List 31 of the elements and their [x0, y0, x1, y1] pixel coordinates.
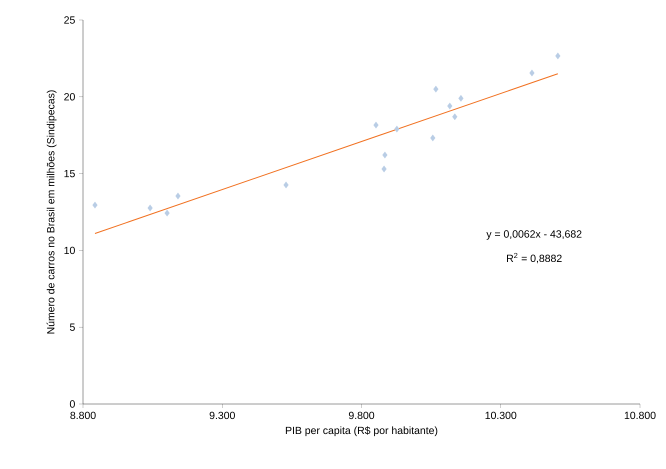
- x-tick-label: 9.800: [348, 412, 374, 420]
- point: [382, 152, 388, 158]
- point: [458, 94, 464, 102]
- point: [92, 202, 98, 208]
- y-axis-title: Número de carros no Brasil em milhões (Sindipecas): [46, 90, 57, 334]
- y-tick-label: 20: [64, 93, 75, 101]
- point: [381, 166, 387, 172]
- y-tick-label: 15: [64, 170, 75, 178]
- point: [452, 113, 458, 120]
- point: [430, 134, 436, 142]
- point: [433, 86, 438, 93]
- point: [529, 70, 535, 76]
- point: [175, 192, 181, 200]
- point: [555, 52, 560, 60]
- annotation: R$^{2}$ = 0,8882: [507, 252, 562, 264]
- point: [447, 102, 452, 110]
- y-tick-label: 5: [70, 324, 75, 331]
- y-tick-label: 25: [64, 16, 75, 24]
- point: [373, 122, 379, 128]
- y-tick-label: 0: [70, 400, 75, 408]
- y-tick-label: 10: [64, 246, 75, 254]
- point: [394, 126, 400, 132]
- x-tick-label: 10.300: [486, 412, 516, 420]
- x-tick-label: 8.800: [70, 412, 96, 420]
- annotation: y = 0,0062x - 43,682: [486, 230, 582, 240]
- point: [164, 210, 170, 216]
- point: [283, 182, 289, 188]
- x-tick-label: 10.800: [624, 412, 656, 420]
- x-tick-label: 9.300: [210, 412, 235, 420]
- x-axis-title: PIB per capita (R$ por habitante): [286, 426, 438, 436]
- point: [148, 204, 153, 212]
